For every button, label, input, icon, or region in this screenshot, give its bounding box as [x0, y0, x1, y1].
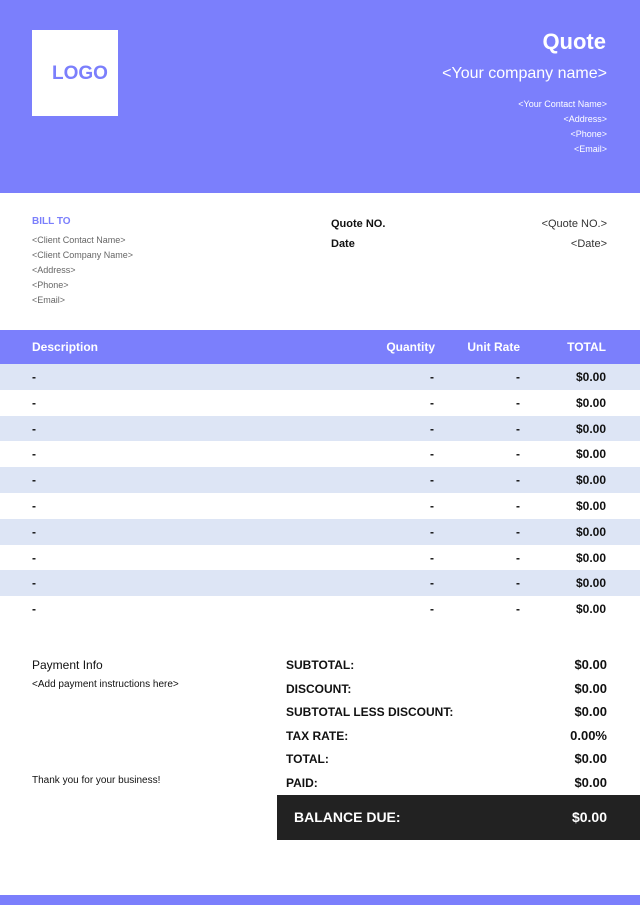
row-stripe: [0, 364, 640, 390]
cell: -: [32, 473, 36, 488]
company-name: <Your company name>: [442, 65, 607, 82]
cell: -: [430, 576, 434, 591]
cell: -: [516, 524, 520, 539]
cell: -: [430, 498, 434, 513]
cell: -: [430, 550, 434, 565]
balance-due-box: [277, 795, 640, 840]
column-header: TOTAL: [567, 340, 606, 354]
cell: -: [430, 473, 434, 488]
cell: -: [32, 524, 36, 539]
summary-label: SUBTOTAL LESS DISCOUNT:: [286, 705, 454, 720]
cell: -: [32, 498, 36, 513]
quote-info-value: <Quote NO.>: [541, 218, 607, 230]
cell: -: [516, 421, 520, 436]
payment-instructions: <Add payment instructions here>: [32, 679, 179, 690]
cell: -: [32, 369, 36, 384]
quote-info-label: Quote NO.: [331, 218, 386, 230]
cell: -: [430, 447, 434, 462]
cell: -: [516, 602, 520, 617]
column-header: Unit Rate: [467, 340, 520, 354]
client-line: <Phone>: [32, 280, 69, 290]
summary-value: $0.00: [574, 704, 607, 720]
cell: -: [430, 395, 434, 410]
client-line: <Email>: [32, 295, 66, 305]
cell: $0.00: [575, 395, 606, 410]
summary-label: TOTAL:: [286, 752, 329, 767]
summary-label: DISCOUNT:: [286, 681, 352, 696]
cell: -: [516, 576, 520, 591]
cell: -: [32, 602, 36, 617]
cell: -: [32, 395, 36, 410]
quote-info-value: <Date>: [570, 237, 607, 250]
cell: $0.00: [575, 421, 606, 436]
row-stripe: [0, 467, 640, 493]
cell: $0.00: [575, 369, 606, 384]
row-stripe: [0, 518, 640, 545]
summary-value: $0.00: [574, 775, 607, 790]
payment-title: Payment Info: [32, 658, 103, 672]
cell: -: [430, 369, 434, 384]
row-stripe: [0, 415, 640, 442]
contact-line: <Address>: [563, 114, 607, 124]
client-line: <Client Contact Name>: [32, 235, 126, 245]
summary-label: SUBTOTAL:: [286, 658, 355, 672]
client-line: <Client Company Name>: [32, 250, 134, 260]
cell: -: [516, 369, 520, 384]
balance-due-value: $0.00: [571, 809, 607, 825]
column-header: Quantity: [386, 340, 435, 354]
cell: $0.00: [575, 498, 606, 513]
cell: -: [430, 421, 434, 436]
cell: -: [516, 473, 520, 488]
summary-label: PAID:: [286, 776, 318, 790]
row-stripe: [0, 570, 640, 597]
thanks: Thank you for your business!: [32, 775, 161, 786]
cell: -: [32, 550, 36, 565]
cell: $0.00: [575, 576, 606, 591]
footer-band: [0, 895, 640, 905]
quote-info-label: Date: [331, 237, 355, 250]
title: Quote: [542, 29, 606, 54]
contact-line: <Your Contact Name>: [518, 99, 607, 109]
table-header-band: [0, 330, 640, 364]
cell: $0.00: [575, 550, 606, 565]
summary-value: 0.00%: [570, 727, 607, 743]
contact-line: <Email>: [573, 144, 607, 154]
cell: -: [430, 602, 434, 617]
balance-due-label: BALANCE DUE:: [294, 809, 401, 825]
cell: -: [516, 395, 520, 410]
cell: -: [32, 447, 36, 462]
logo-text: LOGO: [52, 63, 108, 84]
cell: -: [32, 421, 36, 436]
cell: -: [430, 524, 434, 539]
column-header: Description: [32, 340, 99, 354]
client-line: <Address>: [32, 265, 76, 275]
cell: $0.00: [575, 602, 606, 617]
summary-label: TAX RATE:: [286, 728, 349, 743]
logo-box: [32, 30, 118, 116]
cell: $0.00: [575, 524, 606, 539]
cell: $0.00: [575, 473, 606, 488]
cell: -: [32, 576, 36, 591]
cell: $0.00: [575, 447, 606, 462]
bill-to-label: BILL TO: [32, 216, 71, 227]
cell: -: [516, 498, 520, 513]
contact-line: <Phone>: [570, 129, 607, 139]
summary-value: $0.00: [574, 751, 607, 767]
summary-value: $0.00: [574, 680, 607, 696]
cell: -: [516, 447, 520, 462]
cell: -: [516, 550, 520, 565]
summary-value: $0.00: [574, 657, 607, 672]
